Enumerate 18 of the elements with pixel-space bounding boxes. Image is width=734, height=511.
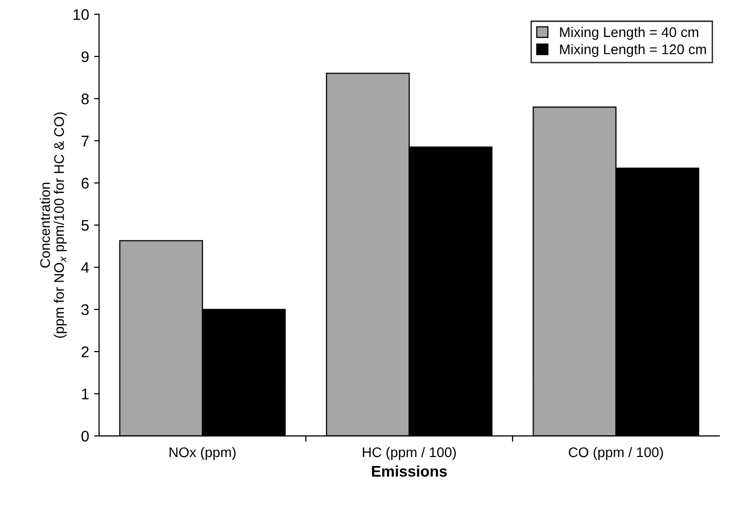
legend-label: Mixing Length = 40 cm xyxy=(560,26,698,40)
y-tick-label: 7 xyxy=(82,136,89,146)
x-tick-label: NOx (ppm) xyxy=(170,446,236,460)
x-axis-title: Emissions xyxy=(372,465,447,477)
y-tick-label: 9 xyxy=(82,51,89,62)
y-tick-label: 5 xyxy=(81,220,89,231)
y-tick-label: 2 xyxy=(82,346,89,358)
x-tick-label: CO (ppm / 100) xyxy=(568,446,663,460)
y-tick-label: 4 xyxy=(81,262,89,273)
y-tick-label: 10 xyxy=(74,9,89,20)
y-tick-label: 0 xyxy=(81,430,89,442)
y-tick-label: 6 xyxy=(82,178,89,189)
y-tick-label: 8 xyxy=(82,93,89,104)
y-tick-label: 3 xyxy=(81,304,89,316)
legend-label: Mixing Length = 120 cm xyxy=(560,44,706,58)
x-tick-label: HC (ppm / 100) xyxy=(362,446,456,460)
y-tick-label: 1 xyxy=(82,388,89,400)
y-axis-title: Concentration (ppm for NO$_{x}$ ppm/100 for HC & CO) xyxy=(40,112,67,338)
